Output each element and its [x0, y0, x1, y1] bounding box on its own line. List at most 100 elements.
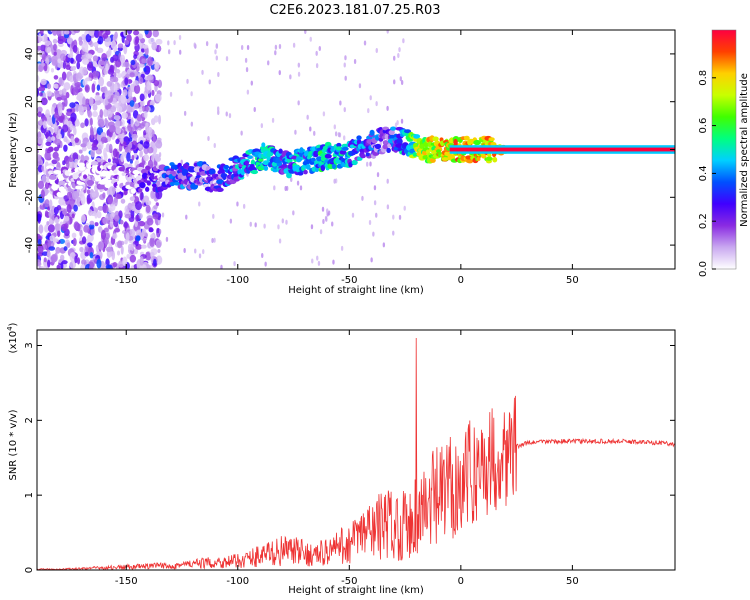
noise-mark [139, 150, 143, 158]
noise-mark [332, 259, 335, 265]
noise-mark [89, 96, 94, 107]
figure-title: C2E6.2023.181.07.25.R03 [269, 3, 440, 18]
noise-mark [126, 30, 133, 35]
noise-mark [57, 38, 64, 44]
noise-mark [37, 180, 45, 190]
noise-mark [148, 227, 154, 233]
noise-mark [81, 42, 89, 52]
trace-mark [432, 136, 439, 142]
noise-mark [94, 222, 99, 227]
noise-mark [267, 60, 270, 66]
noise-mark [81, 106, 88, 111]
noise-mark [60, 53, 66, 61]
noise-mark [309, 36, 312, 42]
noise-mark [337, 132, 341, 138]
noise-mark [135, 36, 140, 45]
noise-mark [375, 101, 378, 107]
noise-mark [110, 211, 115, 220]
noise-mark [97, 118, 105, 128]
trace-mark [305, 163, 311, 170]
noise-mark [118, 210, 123, 219]
noise-mark [56, 264, 61, 269]
trace-mark [113, 169, 118, 174]
y-tick-label: 0 [24, 567, 35, 573]
noise-mark [115, 111, 120, 117]
noise-mark [67, 131, 71, 137]
noise-mark [315, 63, 319, 69]
noise-mark [134, 219, 138, 228]
trace-mark [295, 156, 302, 163]
noise-mark [74, 119, 80, 127]
noise-mark [133, 54, 138, 60]
colorbar-tick-label: 0.2 [698, 213, 709, 229]
noise-mark [370, 257, 373, 263]
noise-mark [313, 130, 316, 136]
noise-mark [115, 59, 122, 68]
noise-mark [375, 212, 378, 218]
trace-mark [139, 182, 146, 189]
noise-mark [393, 55, 396, 61]
noise-mark [120, 245, 124, 255]
trace-mark [53, 169, 62, 175]
noise-mark [135, 235, 141, 242]
noise-mark [398, 47, 401, 53]
noise-mark [96, 84, 101, 91]
noise-mark [152, 135, 156, 143]
spectrogram-panel: -150 -100 -50 0 50 -40 -20 0 20 40 Height of stra… [8, 29, 676, 296]
trace-mark [105, 175, 112, 180]
noise-mark [61, 260, 68, 265]
noise-mark [53, 83, 59, 89]
noise-mark [44, 224, 49, 233]
noise-mark [66, 204, 72, 214]
noise-mark [102, 204, 109, 214]
noise-mark [37, 45, 42, 51]
noise-mark [151, 41, 158, 51]
colorbar-label: Normalized spectral amplitude [739, 73, 750, 227]
noise-mark [398, 214, 402, 220]
noise-mark [146, 126, 153, 134]
noise-mark [89, 211, 97, 217]
y-tick-label: 3 [24, 342, 35, 348]
noise-mark [211, 237, 214, 243]
noise-mark [72, 45, 78, 53]
trace-mark [222, 174, 227, 181]
noise-mark [249, 221, 252, 227]
noise-mark [40, 266, 45, 269]
noise-mark [77, 223, 81, 232]
noise-mark [81, 259, 87, 266]
noise-mark [369, 95, 372, 101]
trace-mark [390, 126, 397, 131]
trace-mark [369, 129, 375, 136]
noise-mark [48, 199, 53, 209]
noise-mark [264, 261, 267, 267]
noise-mark [297, 71, 301, 77]
noise-mark [88, 30, 95, 36]
noise-mark [139, 256, 144, 266]
noise-mark [37, 244, 44, 254]
noise-mark [392, 214, 395, 220]
noise-mark [122, 61, 130, 68]
noise-mark [144, 30, 149, 35]
noise-mark [106, 81, 113, 87]
trace-mark [247, 155, 253, 160]
trace-mark [335, 146, 343, 151]
noise-mark [39, 92, 43, 97]
noise-mark [84, 118, 89, 127]
noise-mark [53, 75, 59, 80]
noise-mark [153, 115, 159, 123]
noise-mark [114, 228, 121, 233]
noise-mark [39, 44, 46, 52]
noise-mark [61, 88, 67, 95]
noise-mark [140, 37, 146, 44]
noise-mark [74, 158, 79, 164]
noise-mark [79, 246, 84, 253]
noise-mark [41, 165, 45, 172]
noise-mark [37, 154, 42, 162]
noise-mark [306, 114, 309, 120]
noise-mark [66, 160, 70, 169]
noise-mark [147, 146, 154, 154]
noise-mark [89, 263, 94, 269]
noise-mark [271, 117, 275, 123]
noise-mark [59, 254, 65, 261]
y-tick-label: 20 [24, 95, 35, 108]
